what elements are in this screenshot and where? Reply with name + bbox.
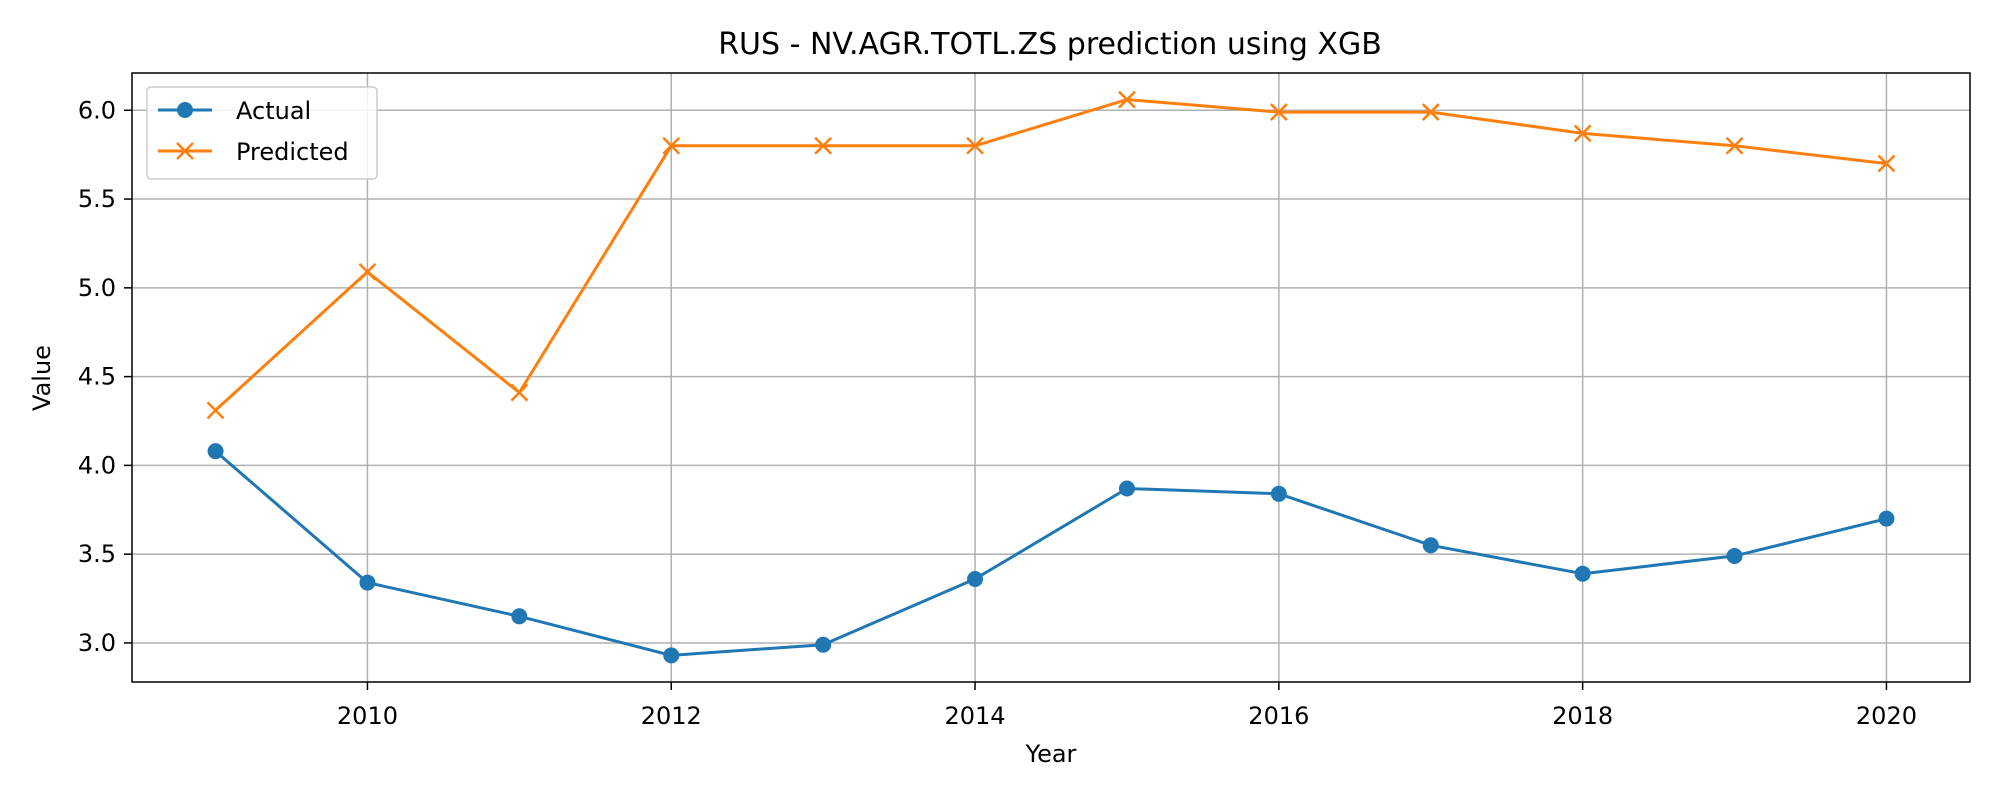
y-axis-label: Value — [28, 345, 56, 411]
data-point-predicted — [1725, 136, 1744, 155]
data-point-predicted — [358, 262, 377, 281]
x-tick-label: 2018 — [1552, 702, 1613, 730]
x-tick-label: 2016 — [1248, 702, 1309, 730]
data-point-predicted — [1573, 124, 1592, 143]
data-point-predicted — [1421, 103, 1440, 121]
y-tick-label: 4.0 — [78, 451, 116, 479]
chart-title: RUS - NV.AGR.TOTL.ZS prediction using XG… — [718, 27, 1382, 62]
x-axis-label: Year — [1025, 740, 1077, 768]
legend-marker-predicted — [176, 142, 194, 160]
legend-marker-actual — [177, 102, 193, 118]
plot-frame — [131, 72, 1971, 683]
data-point-predicted — [1269, 103, 1288, 121]
data-point-actual — [1422, 537, 1439, 554]
y-tick-label: 6.0 — [78, 96, 116, 124]
grid — [132, 73, 1970, 682]
y-tick-label: 3.0 — [78, 629, 116, 657]
data-point-actual — [815, 636, 832, 653]
data-point-actual — [511, 608, 528, 625]
legend-label-predicted: Predicted — [236, 138, 349, 166]
y-tick-label: 3.5 — [78, 540, 116, 568]
data-point-actual — [1118, 480, 1135, 497]
data-point-predicted — [1118, 90, 1136, 109]
data-point-predicted — [510, 383, 529, 402]
series-line-predicted — [214, 98, 1887, 412]
data-point-predicted — [966, 136, 984, 155]
data-point-predicted — [662, 136, 681, 155]
legend-label-actual: Actual — [236, 97, 311, 125]
x-tick-label: 2012 — [641, 702, 702, 730]
plot-series — [206, 90, 1896, 664]
x-tick-label: 2010 — [337, 702, 398, 730]
y-tick-label: 4.5 — [78, 363, 116, 391]
y-tick-label: 5.0 — [78, 274, 116, 302]
data-point-actual — [1878, 510, 1895, 527]
data-point-actual — [663, 647, 680, 664]
data-point-predicted — [1877, 154, 1896, 173]
data-point-actual — [207, 443, 224, 460]
y-tick-label: 5.5 — [78, 185, 116, 213]
legend: Actual Predicted — [146, 86, 378, 180]
x-tick-label: 2020 — [1856, 702, 1917, 730]
data-point-actual — [1270, 485, 1287, 502]
data-point-predicted — [814, 136, 833, 155]
x-tick-label: 2014 — [945, 702, 1006, 730]
data-point-predicted — [206, 401, 225, 420]
data-point-actual — [359, 574, 376, 591]
data-point-actual — [1726, 547, 1743, 564]
axis-ticks: 2010 2012 2014 2016 2018 2020 3.0 3.5 4.0 4.5 5.0 5… — [78, 96, 1917, 730]
data-point-actual — [967, 571, 984, 588]
series-line-actual — [214, 450, 1887, 657]
data-point-actual — [1574, 565, 1591, 582]
